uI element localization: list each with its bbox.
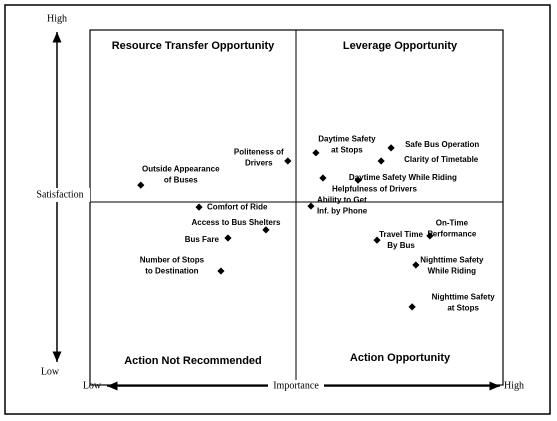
point [217,267,225,275]
point [412,261,420,269]
point-label: Travel Time [379,230,423,239]
point [377,157,385,165]
point [284,157,292,165]
y-title: Satisfaction [36,189,83,200]
point [354,176,362,184]
point [387,144,395,152]
quadrant-label: Action Opportunity [350,352,451,364]
frame [4,4,551,415]
quadrant-label: Leverage Opportunity [343,40,458,52]
point-label: Daytime Safety [318,134,376,143]
point-label: Number of Stops [140,256,205,265]
point-label: By Bus [387,241,415,250]
label-bg [268,380,324,392]
point-label: Outside Appearance [142,165,220,174]
point-label: Politeness of [234,148,284,157]
point [319,174,327,182]
point-label: to Destination [145,267,198,276]
y-high: High [47,13,67,24]
point-label: at Stops [331,145,363,154]
point-label: Nighttime Safety [420,256,484,265]
point-label: Comfort of Ride [207,202,268,211]
point-label: Access to Bus Shelters [191,218,280,227]
label-bg [28,188,90,202]
point-label: Bus Fare [185,235,220,244]
point [137,181,145,189]
point [262,226,270,234]
point-label: Drivers [245,159,273,168]
point-label: Clarity of Timetable [404,155,479,164]
point-label: Nighttime Safety [432,293,496,302]
x-high: High [504,380,524,391]
point [312,149,320,157]
point-label: Daytime Safety While Riding [349,173,457,182]
point-label: On-Time [436,219,469,228]
point [195,203,203,211]
point-label: of Buses [164,176,198,185]
point-label: at Stops [447,304,479,313]
point-label: Helpfulness of Drivers [332,184,417,193]
point-label: While Riding [428,267,477,276]
point [307,202,315,210]
point-label: Performance [427,230,476,239]
x-title: Importance [273,380,319,391]
quadrant-label: Resource Transfer Opportunity [112,40,275,52]
point-label: Inf. by Phone [317,207,368,216]
quadrant-label: Action Not Recommended [124,355,262,367]
point [426,232,434,240]
y-low: Low [41,366,60,377]
point [373,236,381,244]
point [408,303,416,311]
point-label: Safe Bus Operation [405,140,479,149]
point-label: Ability to Get [317,196,367,205]
x-low: Low [83,380,102,391]
point [224,234,232,242]
